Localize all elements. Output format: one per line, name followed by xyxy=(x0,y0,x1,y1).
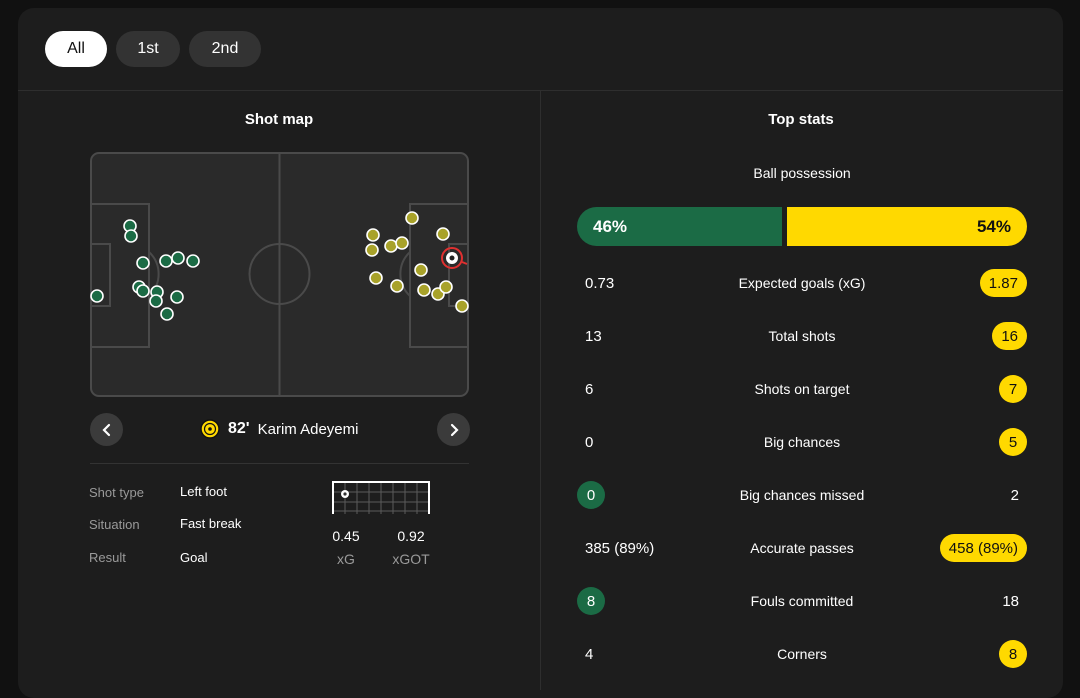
stat-away-value: 458 (89%) xyxy=(939,534,1027,562)
home-shot-marker[interactable] xyxy=(136,284,150,298)
stat-name: Accurate passes xyxy=(750,540,854,556)
home-shot-marker[interactable] xyxy=(149,294,163,308)
stat-home-value: 0.73 xyxy=(585,274,615,292)
away-shot-marker[interactable] xyxy=(395,236,409,250)
stat-row: 385 (89%) Accurate passes 458 (89%) xyxy=(577,534,1027,564)
tab-second-half[interactable]: 2nd xyxy=(189,31,261,67)
stat-row: 0.73 Expected goals (xG) 1.87 xyxy=(577,269,1027,299)
away-shot-marker[interactable] xyxy=(365,243,379,257)
chevron-left-icon xyxy=(101,423,110,436)
home-shot-marker[interactable] xyxy=(171,251,185,265)
situation-label: Situation xyxy=(89,517,140,532)
stat-name: Total shots xyxy=(768,328,836,344)
shot-type-value: Left foot xyxy=(180,484,227,499)
stat-away-value: 7 xyxy=(999,375,1027,403)
away-shot-marker[interactable] xyxy=(436,227,450,241)
column-divider xyxy=(540,90,541,690)
selected-shot-marker[interactable] xyxy=(441,247,468,269)
shot-minute: 82' xyxy=(228,420,250,437)
period-tabs: All 1st 2nd xyxy=(45,31,261,67)
stat-home-value: 4 xyxy=(585,645,594,663)
stat-name: Big chances missed xyxy=(739,487,865,503)
shot-player-name: Karim Adeyemi xyxy=(257,420,359,438)
stat-away-value: 5 xyxy=(999,428,1027,456)
xgot-value: 0.92 xyxy=(397,528,425,544)
stat-home-value: 0 xyxy=(585,433,594,451)
situation-value: Fast break xyxy=(180,516,242,531)
stat-home-value: 0 xyxy=(577,481,605,509)
shot-map-title: Shot map xyxy=(244,111,314,128)
possession-home: 46% xyxy=(577,207,782,246)
home-shot-marker[interactable] xyxy=(90,289,104,303)
stat-row: 6 Shots on target 7 xyxy=(577,375,1027,405)
stat-row: 0 Big chances missed 2 xyxy=(577,481,1027,511)
stat-away-value: 16 xyxy=(992,322,1027,350)
tab-all[interactable]: All xyxy=(45,31,107,67)
home-shot-marker[interactable] xyxy=(124,229,138,243)
next-shot-button[interactable] xyxy=(437,413,470,446)
possession-label: Ball possession xyxy=(753,165,851,181)
stat-name: Expected goals (xG) xyxy=(738,275,866,291)
stat-away-value: 2 xyxy=(1010,486,1019,504)
previous-shot-button[interactable] xyxy=(90,413,123,446)
possession-bar: 46% 54% xyxy=(577,207,1027,246)
stat-name: Big chances xyxy=(763,434,841,450)
top-stats-title: Top stats xyxy=(768,111,834,128)
home-shot-marker[interactable] xyxy=(136,256,150,270)
home-shots xyxy=(90,219,200,321)
stat-row: 0 Big chances 5 xyxy=(577,428,1027,458)
away-shot-marker[interactable] xyxy=(414,263,428,277)
home-shot-marker[interactable] xyxy=(186,254,200,268)
bvb-badge-icon xyxy=(200,419,220,439)
shot-detail-divider xyxy=(90,463,469,464)
stat-row: 8 Fouls committed 18 xyxy=(577,587,1027,617)
stat-home-value: 8 xyxy=(577,587,605,615)
away-shot-marker[interactable] xyxy=(369,271,383,285)
result-label: Result xyxy=(89,550,126,565)
tab-first-half[interactable]: 1st xyxy=(116,31,180,67)
home-shot-marker[interactable] xyxy=(160,307,174,321)
home-shot-marker[interactable] xyxy=(170,290,184,304)
shot-map-pitch xyxy=(90,152,469,397)
away-shot-marker[interactable] xyxy=(366,228,380,242)
result-value: Goal xyxy=(180,550,208,565)
xg-value: 0.45 xyxy=(332,528,360,544)
away-shots xyxy=(365,211,469,313)
stat-away-value: 1.87 xyxy=(979,269,1027,297)
xgot-label: xGOT xyxy=(392,551,430,567)
stat-away-value: 8 xyxy=(999,640,1027,668)
away-shot-marker[interactable] xyxy=(390,279,404,293)
match-stats-card: All 1st 2nd Shot map 82' xyxy=(18,8,1063,698)
shot-type-label: Shot type xyxy=(89,485,144,500)
selected-shot-player: 82' Karim Adeyemi xyxy=(200,419,358,439)
stat-home-value: 13 xyxy=(585,327,602,345)
stat-row: 4 Corners 8 xyxy=(577,640,1027,670)
away-shot-marker[interactable] xyxy=(455,299,469,313)
stat-row: 13 Total shots 16 xyxy=(577,322,1027,352)
stat-home-value: 385 (89%) xyxy=(585,539,655,557)
home-shot-marker[interactable] xyxy=(159,254,173,268)
away-shot-marker[interactable] xyxy=(405,211,419,225)
stat-away-value: 18 xyxy=(1002,592,1019,610)
stat-name: Fouls committed xyxy=(750,593,854,609)
xg-label: xG xyxy=(337,551,355,567)
stat-home-value: 6 xyxy=(585,380,594,398)
away-shot-marker[interactable] xyxy=(439,280,453,294)
away-shot-marker[interactable] xyxy=(384,239,398,253)
goal-frame-icon xyxy=(332,481,430,514)
stat-name: Shots on target xyxy=(754,381,850,397)
stat-name: Corners xyxy=(777,646,827,662)
chevron-right-icon xyxy=(450,423,459,436)
possession-away: 54% xyxy=(787,207,1027,246)
away-shot-marker[interactable] xyxy=(417,283,431,297)
